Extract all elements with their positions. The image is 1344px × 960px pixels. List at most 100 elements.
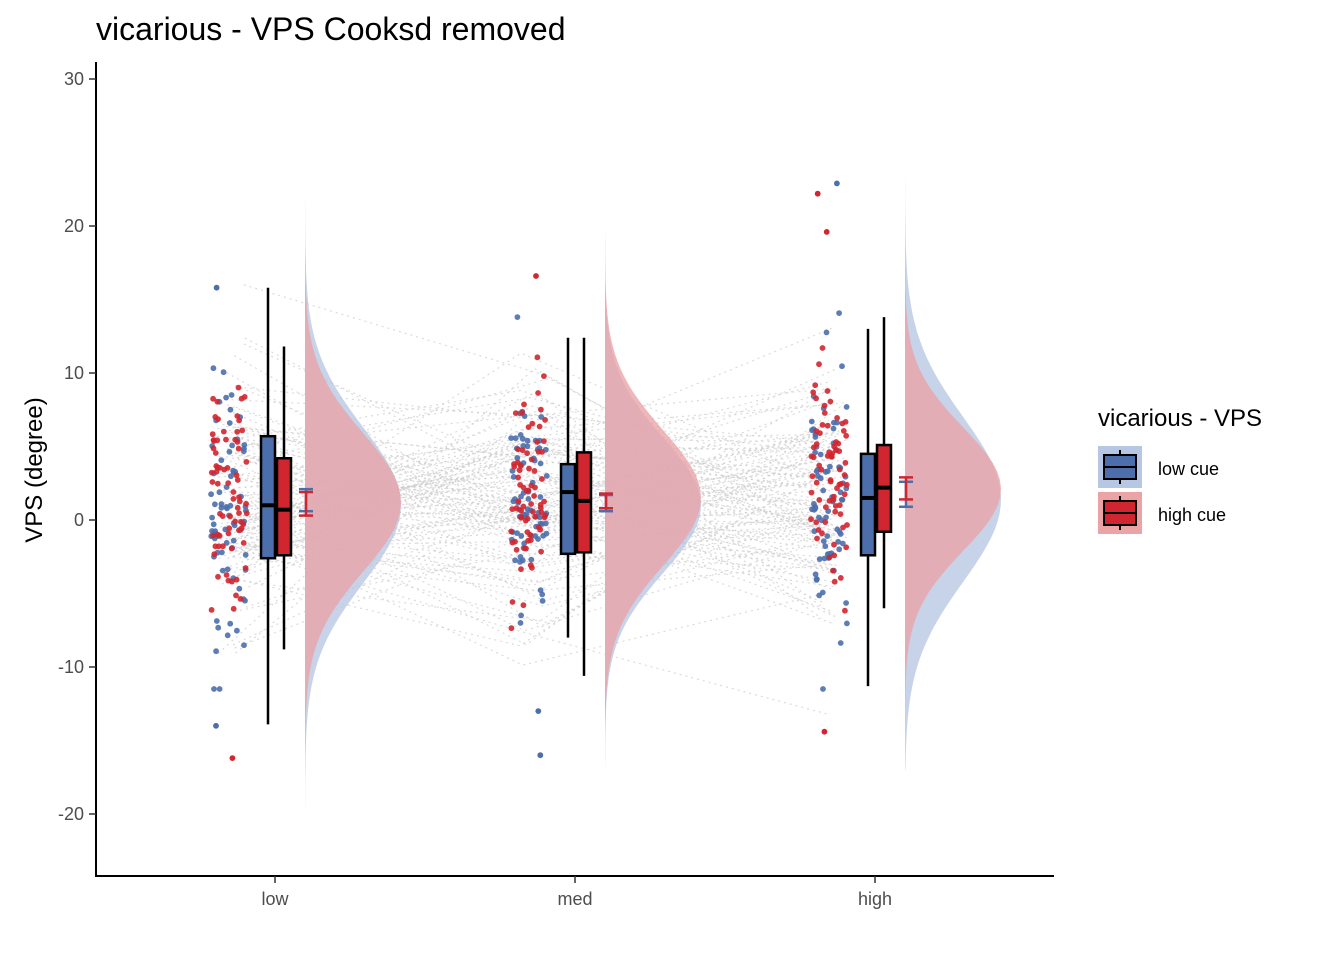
y-tick-label: 0 — [74, 510, 84, 530]
data-point-low-cue — [512, 557, 518, 564]
data-point-high-cue — [840, 428, 847, 434]
data-point-high-cue — [821, 402, 828, 409]
y-tick-label: 20 — [64, 216, 84, 236]
data-point-high-cue — [534, 354, 541, 361]
legend-title: vicarious - VPS — [1098, 405, 1262, 432]
data-point-high-cue — [508, 625, 515, 632]
data-point-low-cue — [242, 597, 248, 604]
participant-line — [225, 456, 831, 570]
data-point-low-cue — [537, 587, 544, 594]
data-point-high-cue — [240, 540, 247, 546]
participant-line — [243, 343, 830, 524]
data-point-high-cue — [813, 479, 820, 486]
data-point-high-cue — [842, 459, 849, 466]
data-point-low-cue — [836, 546, 843, 553]
data-point-high-cue — [227, 513, 234, 520]
data-point-low-cue — [830, 425, 837, 432]
data-point-high-cue — [230, 496, 237, 502]
data-point-high-cue — [232, 518, 239, 525]
data-point-high-cue — [831, 578, 838, 585]
data-point-high-cue — [519, 447, 526, 454]
data-point-low-cue — [836, 310, 842, 316]
data-point-low-cue — [820, 487, 827, 494]
data-point-low-cue — [512, 435, 519, 442]
data-point-low-cue — [514, 314, 521, 320]
data-point-high-cue — [234, 504, 241, 511]
participant-line — [231, 454, 841, 549]
data-point-high-cue — [839, 420, 846, 427]
data-point-high-cue — [210, 437, 217, 443]
box-low-cue-low — [259, 434, 277, 560]
data-point-high-cue — [242, 565, 249, 571]
data-point-high-cue — [508, 528, 515, 535]
data-point-low-cue — [228, 392, 235, 398]
data-point-low-cue — [831, 419, 837, 426]
data-point-high-cue — [813, 519, 820, 526]
data-point-high-cue — [524, 529, 531, 535]
data-point-low-cue — [241, 442, 248, 448]
data-point-low-cue — [212, 501, 218, 508]
data-point-high-cue — [512, 538, 518, 545]
data-point-low-cue — [211, 686, 217, 692]
legend-label-low-cue: low cue — [1158, 459, 1219, 479]
data-point-high-cue — [819, 345, 826, 351]
data-point-high-cue — [233, 576, 240, 583]
data-point-high-cue — [812, 382, 819, 389]
data-point-high-cue — [220, 543, 226, 550]
density-high-cue-med — [605, 196, 701, 829]
data-point-high-cue — [523, 545, 529, 552]
y-axis-label: VPS (degree) — [21, 397, 48, 542]
data-point-low-cue — [844, 620, 850, 627]
data-point-high-cue — [541, 438, 547, 444]
data-point-high-cue — [225, 530, 232, 537]
data-point-low-cue — [812, 503, 818, 510]
data-point-high-cue — [509, 599, 516, 605]
participant-line — [242, 469, 832, 624]
data-point-high-cue — [515, 474, 521, 481]
data-point-low-cue — [242, 552, 249, 558]
data-point-high-cue — [221, 466, 228, 473]
data-point-high-cue — [219, 513, 226, 519]
participant-line — [221, 369, 822, 542]
data-point-high-cue — [841, 472, 848, 478]
data-point-high-cue — [226, 525, 233, 532]
data-point-low-cue — [835, 538, 842, 545]
data-point-high-cue — [836, 466, 843, 473]
data-point-low-cue — [219, 549, 225, 556]
data-point-low-cue — [523, 511, 530, 517]
participant-line — [236, 512, 835, 607]
data-point-low-cue — [812, 571, 819, 578]
data-point-high-cue — [843, 544, 850, 551]
data-point-high-cue — [522, 517, 529, 524]
data-point-high-cue — [213, 468, 220, 475]
data-point-high-cue — [827, 398, 834, 405]
data-point-low-cue — [240, 448, 247, 455]
data-point-high-cue — [831, 541, 837, 548]
data-point-high-cue — [228, 545, 235, 552]
data-point-low-cue — [542, 520, 549, 527]
data-point-high-cue — [208, 469, 215, 476]
participant-line — [243, 284, 840, 543]
legend-key-high-cue — [1098, 492, 1142, 534]
data-point-high-cue — [826, 497, 833, 504]
participant-line — [248, 442, 842, 588]
data-point-low-cue — [514, 455, 521, 461]
data-point-low-cue — [241, 642, 247, 649]
data-point-low-cue — [823, 329, 830, 336]
data-point-low-cue — [213, 618, 220, 624]
data-point-low-cue — [537, 460, 544, 467]
chart-title: vicarious - VPS Cooksd removed — [96, 11, 566, 47]
data-point-low-cue — [827, 463, 833, 470]
data-point-high-cue — [210, 445, 217, 452]
data-point-low-cue — [229, 442, 236, 449]
participant-line — [233, 472, 845, 579]
data-point-high-cue — [233, 592, 239, 599]
data-point-high-cue — [532, 513, 538, 520]
data-point-low-cue — [508, 435, 514, 441]
data-point-low-cue — [234, 627, 240, 634]
data-point-low-cue — [816, 514, 822, 521]
data-point-low-cue — [822, 543, 829, 550]
data-point-low-cue — [213, 648, 220, 655]
y-tick-label: 10 — [64, 363, 84, 383]
data-point-high-cue — [233, 472, 240, 479]
